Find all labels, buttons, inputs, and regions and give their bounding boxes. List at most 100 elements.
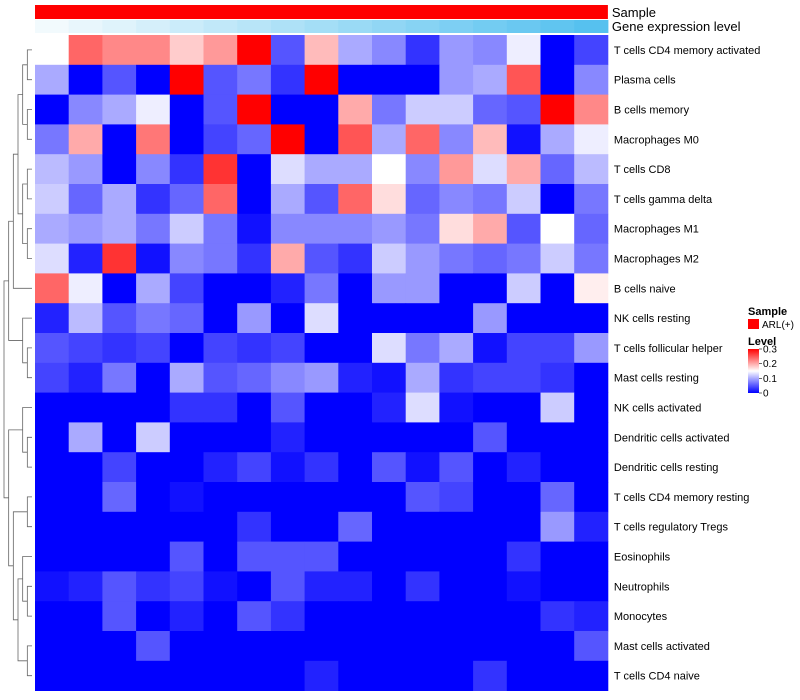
heatmap-cell: [540, 213, 575, 244]
heatmap-cell: [102, 422, 137, 453]
heatmap-cell: [372, 303, 407, 334]
heatmap-cell: [102, 124, 137, 155]
heatmap-cell: [405, 94, 440, 125]
heatmap-cell: [473, 541, 508, 572]
heatmap-cell: [136, 392, 171, 423]
gene-expression-annotation-cell: [473, 20, 508, 33]
heatmap-cell: [540, 660, 575, 691]
heatmap-cell: [136, 422, 171, 453]
heatmap-cell: [237, 601, 272, 632]
heatmap-cell: [237, 571, 272, 602]
heatmap-cell: [203, 601, 238, 632]
row-label: Eosinophils: [614, 552, 671, 564]
heatmap-cell: [372, 124, 407, 155]
heatmap-cell: [304, 273, 339, 304]
heatmap-cell: [304, 482, 339, 513]
heatmap-cell: [169, 64, 204, 95]
heatmap-cell: [270, 273, 305, 304]
heatmap-cell: [540, 482, 575, 513]
heatmap-cell: [338, 333, 373, 364]
heatmap-cell: [35, 660, 70, 691]
heatmap-cell: [372, 35, 407, 66]
heatmap-cell: [574, 303, 609, 334]
heatmap-cell: [237, 541, 272, 572]
heatmap-cell: [372, 154, 407, 185]
heatmap-cell: [338, 660, 373, 691]
heatmap-cell: [169, 243, 204, 274]
heatmap-cell: [102, 184, 137, 215]
heatmap-cell: [304, 94, 339, 125]
heatmap-cell: [439, 213, 474, 244]
heatmap-cell: [136, 452, 171, 483]
heatmap-cell: [102, 631, 137, 662]
heatmap-cell: [439, 243, 474, 274]
heatmap-cell: [304, 124, 339, 155]
legend: Sample ARL(+) Level 0.3 0.2 0.1 0: [748, 306, 794, 400]
heatmap-cell: [68, 631, 103, 662]
heatmap-cell: [102, 273, 137, 304]
heatmap-cell: [338, 35, 373, 66]
heatmap-cell: [237, 511, 272, 542]
gene-expression-annotation-label: Gene expression level: [612, 19, 741, 34]
heatmap-cell: [439, 35, 474, 66]
heatmap-cell: [372, 362, 407, 393]
heatmap-cell: [405, 64, 440, 95]
heatmap-cell: [338, 452, 373, 483]
heatmap-cell: [169, 541, 204, 572]
heatmap-cell: [405, 422, 440, 453]
heatmap-cell: [304, 333, 339, 364]
heatmap-cell: [270, 94, 305, 125]
heatmap-cell: [136, 124, 171, 155]
heatmap-cell: [270, 154, 305, 185]
heatmap-cell: [540, 94, 575, 125]
heatmap-cell: [35, 601, 70, 632]
heatmap-cell: [102, 392, 137, 423]
heatmap-cell: [270, 541, 305, 572]
heatmap-cell: [68, 303, 103, 334]
heatmap-cell: [68, 243, 103, 274]
heatmap-cell: [574, 154, 609, 185]
heatmap-cell: [102, 333, 137, 364]
heatmap-cell: [473, 213, 508, 244]
heatmap-cell: [405, 511, 440, 542]
legend-sample-swatch: [748, 319, 759, 329]
gene-expression-annotation-cell: [574, 20, 609, 33]
heatmap-cell: [237, 184, 272, 215]
heatmap-cell: [506, 243, 541, 274]
heatmap-cell: [304, 601, 339, 632]
heatmap-cell: [405, 213, 440, 244]
heatmap-cell: [304, 184, 339, 215]
heatmap-cell: [169, 601, 204, 632]
heatmap-cell: [405, 541, 440, 572]
heatmap-cell: [237, 303, 272, 334]
heatmap-cell: [405, 35, 440, 66]
heatmap-cell: [203, 333, 238, 364]
heatmap-cell: [169, 482, 204, 513]
heatmap-cell: [439, 362, 474, 393]
dendrogram-branch: [12, 511, 28, 621]
heatmap-cell: [574, 660, 609, 691]
heatmap-cell: [304, 213, 339, 244]
heatmap-cell: [473, 631, 508, 662]
heatmap-cell: [237, 660, 272, 691]
heatmap-cell: [169, 571, 204, 602]
heatmap-cell: [136, 213, 171, 244]
row-label: T cells CD4 naive: [614, 671, 700, 683]
legend-sample-entry: ARL(+): [762, 320, 794, 331]
heatmap-cell: [68, 511, 103, 542]
heatmap-cell: [405, 124, 440, 155]
heatmap-cell: [574, 94, 609, 125]
sample-annotation-label: Sample: [612, 5, 656, 20]
heatmap-cell: [102, 64, 137, 95]
heatmap-cell: [473, 571, 508, 602]
heatmap-cell: [574, 511, 609, 542]
heatmap-cell: [136, 94, 171, 125]
heatmap-cells: [35, 35, 609, 691]
heatmap-cell: [304, 64, 339, 95]
heatmap-cell: [68, 35, 103, 66]
heatmap-cell: [540, 362, 575, 393]
heatmap-cell: [169, 511, 204, 542]
heatmap-cell: [506, 35, 541, 66]
row-label: Plasma cells: [614, 75, 676, 87]
heatmap-cell: [338, 392, 373, 423]
